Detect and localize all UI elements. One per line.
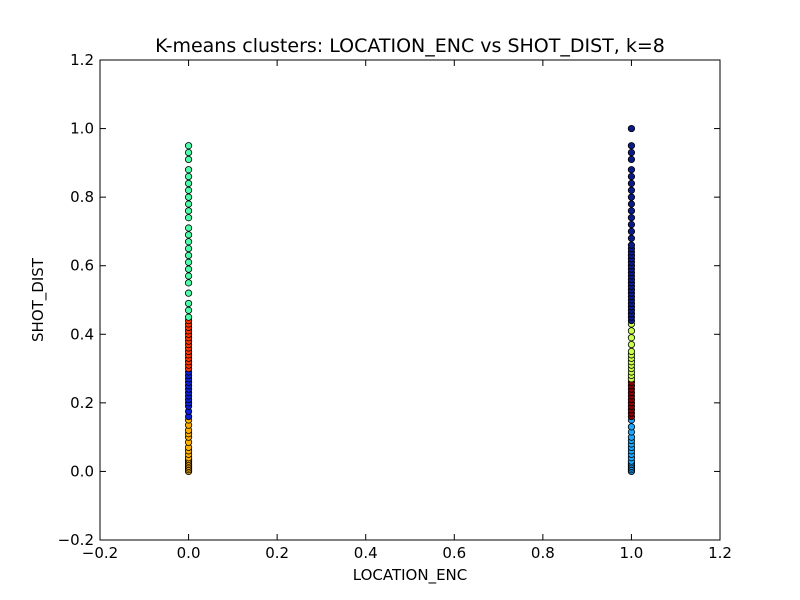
- data-point: [628, 341, 634, 347]
- data-point: [185, 215, 191, 221]
- x-tick-label: 0.2: [265, 544, 289, 562]
- data-point: [185, 149, 191, 155]
- data-point: [628, 335, 634, 341]
- scatter-points: [185, 125, 634, 474]
- data-point: [185, 314, 191, 320]
- x-tick-label: 0.0: [177, 544, 201, 562]
- data-point: [628, 348, 634, 354]
- x-axis-label: LOCATION_ENC: [353, 566, 468, 585]
- data-point: [628, 156, 634, 162]
- data-point: [628, 187, 634, 193]
- x-tick-label: 0.6: [442, 544, 466, 562]
- data-point: [185, 143, 191, 149]
- data-point: [628, 173, 634, 179]
- data-point: [185, 194, 191, 200]
- y-tick-label: 0.8: [70, 188, 94, 206]
- data-point: [185, 225, 191, 231]
- data-point: [185, 252, 191, 258]
- data-point: [185, 307, 191, 313]
- data-point: [628, 328, 634, 334]
- data-point: [185, 290, 191, 296]
- data-point: [628, 180, 634, 186]
- data-point: [185, 187, 191, 193]
- chart-title: K-means clusters: LOCATION_ENC vs SHOT_D…: [155, 35, 665, 57]
- data-point: [185, 245, 191, 251]
- data-point: [628, 424, 634, 430]
- data-point: [628, 235, 634, 241]
- x-tick-label: 1.0: [619, 544, 643, 562]
- data-point: [185, 280, 191, 286]
- data-point: [185, 208, 191, 214]
- plot-area: [100, 60, 720, 540]
- data-point: [628, 215, 634, 221]
- data-point: [185, 167, 191, 173]
- y-tick-label: 0.0: [70, 462, 94, 480]
- data-point: [185, 266, 191, 272]
- x-tick-label: 0.8: [531, 544, 555, 562]
- data-point: [628, 149, 634, 155]
- data-point: [185, 259, 191, 265]
- y-tick-label: 0.2: [70, 394, 94, 412]
- data-point: [628, 208, 634, 214]
- y-tick-label: 1.0: [70, 120, 94, 138]
- data-point: [185, 201, 191, 207]
- x-tick-label: 1.2: [708, 544, 732, 562]
- data-point: [628, 194, 634, 200]
- y-tick-label: −0.2: [58, 531, 94, 549]
- y-tick-label: 1.2: [70, 51, 94, 69]
- data-point: [628, 143, 634, 149]
- y-axis-label: SHOT_DIST: [29, 257, 48, 342]
- y-tick-label: 0.6: [70, 257, 94, 275]
- x-tick-label: 0.4: [354, 544, 378, 562]
- data-point: [185, 173, 191, 179]
- y-tick-label: 0.4: [70, 325, 94, 343]
- data-point: [185, 156, 191, 162]
- data-point: [185, 180, 191, 186]
- data-point: [185, 239, 191, 245]
- y-axis-ticks: −0.2 0.0 0.2 0.4 0.6 0.8 1.0 1.2: [58, 51, 720, 549]
- data-point: [185, 273, 191, 279]
- data-point: [628, 167, 634, 173]
- data-point: [628, 242, 634, 248]
- data-point: [628, 201, 634, 207]
- data-point: [185, 232, 191, 238]
- data-point: [628, 228, 634, 234]
- data-point: [185, 300, 191, 306]
- data-point: [628, 221, 634, 227]
- data-point: [628, 125, 634, 131]
